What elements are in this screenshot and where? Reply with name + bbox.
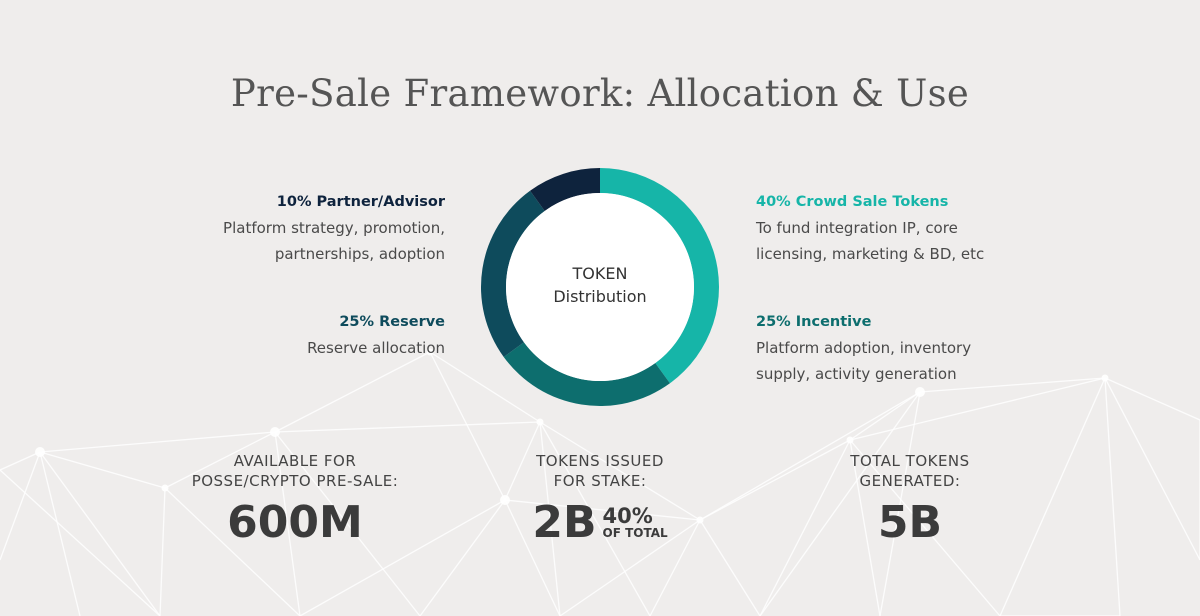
network-line bbox=[0, 451, 41, 561]
legend-crowd-line1: To fund integration IP, core bbox=[756, 219, 958, 237]
stat-presale-label1: AVAILABLE FOR bbox=[233, 452, 357, 470]
token-distribution-donut-chart bbox=[481, 168, 719, 406]
stat-stake: TOKENS ISSUED FOR STAKE: 2B 40% OF TOTAL bbox=[450, 451, 750, 547]
stat-total: TOTAL TOKENS GENERATED: 5B bbox=[760, 451, 1060, 547]
network-line bbox=[1104, 377, 1200, 421]
page-title: Pre-Sale Framework: Allocation & Use bbox=[230, 72, 970, 115]
stat-stake-pct: 40% bbox=[602, 504, 653, 528]
network-line bbox=[419, 499, 506, 616]
network-line bbox=[649, 519, 701, 616]
donut-center-line2: Distribution bbox=[553, 287, 647, 306]
network-line bbox=[274, 431, 301, 616]
stat-presale-value: 600M bbox=[227, 497, 363, 548]
network-line bbox=[504, 499, 561, 616]
legend-crowd-sale: 40% Crowd Sale Tokens To fund integratio… bbox=[756, 189, 1056, 267]
stat-stake-label2: FOR STAKE: bbox=[553, 472, 647, 490]
legend-partner-line1: Platform strategy, promotion, bbox=[223, 219, 445, 237]
network-line bbox=[759, 439, 851, 616]
network-line bbox=[299, 499, 506, 616]
donut-hole bbox=[506, 193, 694, 381]
network-line bbox=[164, 431, 276, 489]
donut-slice-reserve bbox=[481, 190, 545, 357]
network-line bbox=[919, 377, 1106, 393]
network-line bbox=[274, 351, 431, 433]
stat-total-label1: TOTAL TOKENS bbox=[850, 452, 970, 470]
donut-center-label: TOKEN Distribution bbox=[500, 262, 700, 308]
legend-partner-heading: 10% Partner/Advisor bbox=[276, 194, 445, 210]
network-node bbox=[161, 484, 169, 492]
donut-slice-crowd-sale-tokens bbox=[600, 168, 719, 384]
network-line bbox=[504, 421, 541, 501]
network-line bbox=[699, 391, 921, 521]
stat-stake-note: 40% OF TOTAL bbox=[603, 506, 668, 540]
network-node bbox=[270, 427, 280, 437]
legend-crowd-line2: licensing, marketing & BD, etc bbox=[756, 245, 985, 263]
network-node bbox=[1101, 374, 1109, 382]
stat-stake-value-row: 2B 40% OF TOTAL bbox=[450, 499, 750, 547]
legend-incentive-heading: 25% Incentive bbox=[756, 314, 872, 330]
network-line bbox=[539, 421, 651, 616]
network-line bbox=[539, 421, 701, 521]
network-line bbox=[429, 351, 506, 501]
network-line bbox=[699, 439, 851, 521]
stat-stake-label1: TOKENS ISSUED bbox=[536, 452, 664, 470]
network-line bbox=[849, 391, 921, 441]
network-node bbox=[915, 387, 925, 397]
network-line bbox=[429, 351, 541, 423]
stat-total-label2: GENERATED: bbox=[859, 472, 961, 490]
stat-presale: AVAILABLE FOR POSSE/CRYPTO PRE-SALE: 600… bbox=[145, 451, 445, 547]
stat-total-value: 5B bbox=[877, 497, 943, 548]
network-node bbox=[846, 436, 854, 444]
network-line bbox=[879, 391, 921, 616]
network-line bbox=[759, 391, 921, 616]
network-line bbox=[0, 451, 41, 471]
donut-slice-incentive bbox=[503, 342, 670, 406]
network-node bbox=[426, 348, 434, 356]
legend-incentive-line2: supply, activity generation bbox=[756, 365, 957, 383]
network-line bbox=[999, 377, 1106, 616]
donut-slice-partner-advisor bbox=[530, 168, 600, 211]
donut-center-line1: TOKEN bbox=[572, 264, 628, 283]
network-line bbox=[1104, 377, 1200, 561]
network-line bbox=[1104, 377, 1121, 616]
network-line bbox=[274, 431, 421, 616]
network-node bbox=[500, 495, 510, 505]
legend-reserve-line1: Reserve allocation bbox=[307, 339, 445, 357]
legend-partner-line2: partnerships, adoption bbox=[274, 245, 445, 263]
network-line bbox=[504, 499, 701, 521]
legend-incentive: 25% Incentive Platform adoption, invento… bbox=[756, 309, 1056, 387]
network-node bbox=[536, 418, 544, 426]
network-line bbox=[159, 487, 166, 616]
legend-partner: 10% Partner/Advisor Platform strategy, p… bbox=[145, 189, 445, 267]
network-node bbox=[35, 447, 45, 457]
stat-stake-sub: OF TOTAL bbox=[602, 526, 668, 540]
legend-reserve: 25% Reserve Reserve allocation bbox=[145, 309, 445, 361]
network-line bbox=[39, 431, 276, 453]
network-line bbox=[849, 439, 1001, 616]
network-node bbox=[696, 516, 704, 524]
network-line bbox=[699, 519, 761, 616]
legend-incentive-line1: Platform adoption, inventory bbox=[756, 339, 972, 357]
network-line bbox=[39, 451, 166, 489]
legend-reserve-heading: 25% Reserve bbox=[339, 314, 445, 330]
network-line bbox=[849, 439, 881, 616]
network-line bbox=[559, 519, 701, 616]
network-line bbox=[39, 451, 81, 616]
network-line bbox=[539, 421, 561, 616]
legend-crowd-heading: 40% Crowd Sale Tokens bbox=[756, 194, 949, 210]
stat-stake-value: 2B bbox=[532, 497, 597, 548]
stat-presale-label2: POSSE/CRYPTO PRE-SALE: bbox=[191, 472, 399, 490]
network-line bbox=[0, 469, 161, 616]
network-line bbox=[39, 451, 161, 616]
network-line bbox=[274, 421, 541, 433]
network-line bbox=[164, 487, 301, 616]
